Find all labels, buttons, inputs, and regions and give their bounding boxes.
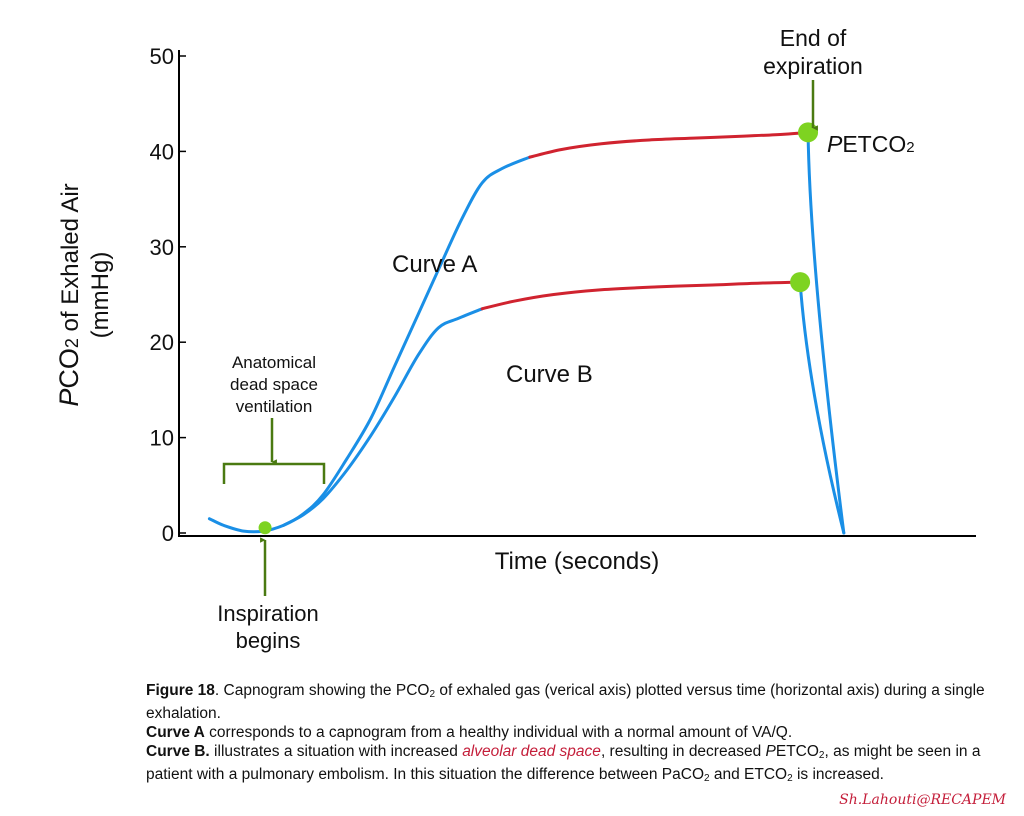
dead-space-bracket <box>222 462 326 484</box>
curve-a-label: Curve A <box>392 251 477 278</box>
y-axis-units: (mmHg) <box>87 252 114 339</box>
curve-b-plateau-line <box>480 280 802 311</box>
x-axis-label: Time (seconds) <box>495 548 659 575</box>
y-label-co: CO <box>54 348 84 389</box>
dead-space-line1: Anatomical <box>232 353 316 372</box>
caption-p-italic: P <box>765 743 776 760</box>
svg-text:PCO2 of Exhaled Air: PCO2 of Exhaled Air <box>54 183 84 406</box>
curve-b-rise-line <box>281 307 484 527</box>
caption-sub-4: 2 <box>787 773 793 784</box>
dead-space-line2: dead space <box>230 375 318 394</box>
petco2-p: P <box>827 131 843 157</box>
y-tick-label: 50 <box>150 44 174 69</box>
y-label-p: P <box>54 389 84 407</box>
caption-sub-3: 2 <box>704 773 710 784</box>
curve-a-downstroke <box>806 130 846 535</box>
caption-figure-label: Figure 18 <box>146 682 215 699</box>
y-label-sub: 2 <box>62 338 82 348</box>
figure-caption: Figure 18. Capnogram showing the PCO2 of… <box>146 681 1006 788</box>
y-tick-label: 30 <box>150 235 174 260</box>
caption-curve-b-text3: , as might be seen in a patient with a p… <box>146 743 981 783</box>
y-ticks: 0 10 20 30 40 50 <box>150 44 186 546</box>
caption-etco: ETCO <box>775 743 819 760</box>
petco2-label: PETCO2 <box>827 131 915 157</box>
caption-text-1a: . Capnogram showing the PCO <box>214 682 430 699</box>
caption-curve-b-text1: illustrates a situation with increased <box>209 743 463 760</box>
caption-curve-b-text4: and ETCO <box>709 766 788 783</box>
y-label-suffix: of Exhaled Air <box>57 183 84 338</box>
petco2-marker <box>798 122 819 143</box>
curves <box>207 130 846 535</box>
inspiration-marker <box>258 521 272 535</box>
y-tick-label: 0 <box>162 521 174 546</box>
caption-curve-b-label: Curve B. <box>146 743 210 760</box>
caption-paragraph-3: Curve B. illustrates a situation with in… <box>146 742 1006 788</box>
caption-curve-b-text5: is increased. <box>792 766 884 783</box>
caption-text-1b: of exhaled gas (verical axis) plotted ve… <box>146 682 985 722</box>
caption-paragraph-1: Figure 18. Capnogram showing the PCO2 of… <box>146 681 1006 723</box>
curve-a-plateau-line <box>528 130 810 159</box>
capnogram-chart: 0 10 20 30 40 50 Curve A Curve B End of expir… <box>54 25 976 653</box>
caption-sub-1: 2 <box>429 689 436 700</box>
inspiration-line1: Inspiration <box>217 601 319 626</box>
curve-a-rise-line <box>207 155 532 534</box>
y-tick-label: 10 <box>150 426 174 451</box>
petco2-base: ETCO <box>842 131 906 157</box>
caption-curve-a-text: corresponds to a capnogram from a health… <box>204 724 793 741</box>
signature: Sh.Lahouti@RECAPEM <box>839 792 1006 808</box>
curve-b-end-marker <box>790 272 811 293</box>
y-axis-label: PCO2 of Exhaled Air (mmHg) <box>54 183 114 406</box>
petco2-sub: 2 <box>906 139 914 156</box>
caption-alveolar-dead-space: alveolar dead space <box>462 743 601 760</box>
y-tick-label: 20 <box>150 330 174 355</box>
caption-sub-2: 2 <box>818 750 825 761</box>
dead-space-line3: ventilation <box>236 397 313 416</box>
end-of-expiration-line2: expiration <box>763 53 863 79</box>
curve-b-downstroke <box>798 280 846 535</box>
end-of-expiration-line1: End of <box>780 25 847 51</box>
inspiration-line2: begins <box>236 628 301 653</box>
y-tick-label: 40 <box>150 139 174 164</box>
caption-paragraph-2: Curve A corresponds to a capnogram from … <box>146 723 1006 742</box>
caption-curve-b-text2: , resulting in decreased <box>600 743 766 760</box>
curve-b-label: Curve B <box>506 361 593 388</box>
caption-curve-a-label: Curve A <box>146 724 205 741</box>
